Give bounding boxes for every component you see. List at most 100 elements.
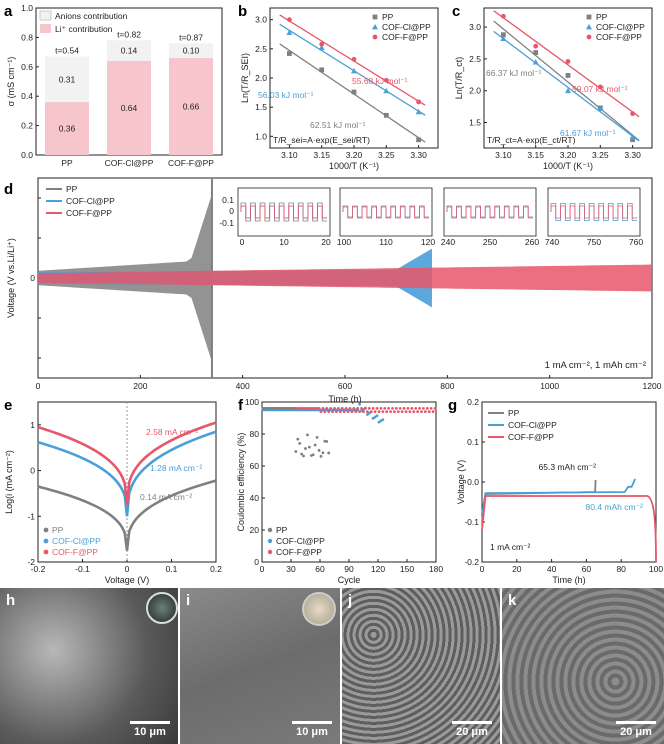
data-point-COF-F@PP (302, 407, 305, 410)
x-axis-label: Time (h) (552, 575, 585, 585)
inset-tick-label: 120 (421, 237, 435, 247)
legend-marker (43, 527, 49, 533)
data-point-PP (286, 51, 292, 56)
legend-label: PP (596, 12, 608, 22)
data-point-COF-F@PP (414, 407, 418, 410)
data-point-PP (321, 451, 325, 455)
data-point-PP (565, 73, 571, 78)
y-tick-label: 0.2 (467, 397, 479, 407)
y-tick-label: 80 (250, 429, 260, 439)
legend-label: PP (382, 12, 394, 22)
x-tick-label: 200 (133, 381, 147, 391)
data-point-PP (277, 407, 280, 410)
data-point-PP (500, 32, 506, 38)
activation-energy-label: 62.51 kJ mol⁻¹ (310, 120, 366, 130)
data-point-COF-F@PP (394, 407, 398, 410)
data-point-PP (294, 450, 298, 453)
inset-y-tick: 0 (229, 206, 234, 216)
data-point-COF-F@PP (319, 410, 323, 413)
data-point-COF-F@PP (296, 407, 300, 410)
legend-label: COF-F@PP (52, 547, 98, 557)
legend-label: PP (52, 525, 64, 535)
data-point-PP (278, 407, 282, 410)
y-tick-label: 100 (245, 397, 259, 407)
inset-voltage-trace (240, 205, 327, 219)
y-tick-label: 1.5 (469, 118, 481, 128)
x-tick-label: 3.25 (378, 150, 395, 160)
bar-value-li: 0.64 (121, 103, 138, 113)
y-tick-label: 0.1 (467, 437, 479, 447)
data-point-COF-F@PP (391, 407, 394, 410)
x-tick-label: 0 (125, 564, 130, 574)
x-axis-label: 1000/T (K⁻¹) (543, 161, 593, 171)
data-point-COF-F@PP (369, 410, 373, 413)
legend-label: PP (276, 525, 288, 535)
x-tick-label: 3.20 (560, 150, 577, 160)
data-point-COF-F@PP (286, 17, 292, 23)
data-point-PP (416, 137, 422, 143)
data-point-COF-Cl@PP (565, 87, 571, 94)
data-point-PP (533, 50, 539, 55)
bar-anion-contribution (169, 43, 213, 58)
bar-value-anion: 0.14 (121, 46, 138, 56)
exchange-current-label: 2.58 mA cm⁻² (146, 427, 198, 437)
x-tick-label: 3.15 (527, 150, 544, 160)
data-point-COF-F@PP (317, 407, 321, 410)
x-tick-label: 3.25 (592, 150, 609, 160)
legend-label: COF-Cl@PP (52, 536, 101, 546)
legend-label: COF-F@PP (596, 32, 642, 42)
legend-marker (43, 549, 49, 555)
transference-number: t=0.87 (179, 32, 203, 42)
data-point-PP (265, 407, 269, 410)
data-point-PP (327, 451, 331, 455)
transference-number: t=0.82 (117, 29, 141, 39)
data-point-PP (311, 453, 315, 457)
data-point-COF-F@PP (321, 407, 325, 410)
data-point-PP (275, 407, 278, 410)
equation-label: T/R_ct=A·exp(E_ct/RT) (487, 135, 576, 145)
x-tick-label: 400 (236, 381, 250, 391)
x-tick-label: 40 (547, 564, 557, 574)
y-tick-label: 0.8 (21, 32, 33, 42)
x-tick-label: 80 (616, 564, 626, 574)
data-point-PP (296, 437, 300, 441)
sem-letter: i (186, 592, 191, 609)
panel-letter-b: b (238, 3, 247, 20)
inset-tick-label: 100 (337, 237, 351, 247)
data-point-COF-F@PP (500, 13, 506, 19)
data-point-PP (288, 407, 292, 410)
y-tick-label: 20 (250, 525, 260, 535)
y-tick-label: 2.5 (469, 54, 481, 64)
data-point-COF-F@PP (387, 407, 391, 410)
data-point-PP (280, 407, 284, 410)
data-point-COF-F@PP (416, 99, 422, 105)
panel-a: 0.0 0.2 0.4 0.6 0.8 1.0 σ (mS cm⁻¹) 0.36 0.31 t=0… (6, 3, 223, 168)
fit-line-PP (493, 20, 640, 141)
data-point-COF-F@PP (331, 410, 334, 413)
y-axis-label: σ (mS cm⁻¹) (6, 57, 16, 107)
panel-letter-e: e (4, 397, 12, 414)
data-point-COF-F@PP (323, 410, 327, 413)
x-category-label: PP (61, 158, 73, 168)
bar-li-contribution (169, 57, 213, 156)
y-tick-label: -0.1 (464, 517, 479, 527)
data-point-PP (282, 407, 286, 410)
y-tick-label: -0.2 (464, 557, 479, 567)
data-point-COF-F@PP (375, 407, 379, 410)
data-point-COF-F@PP (393, 410, 396, 413)
data-point-COF-F@PP (304, 407, 307, 410)
legend-label: PP (66, 184, 78, 194)
inset-voltage-trace (550, 203, 637, 221)
inset-y-tick: 0.1 (222, 195, 234, 205)
data-point-COF-F@PP (364, 407, 367, 410)
data-point-COF-F@PP (420, 410, 423, 413)
data-point-COF-F@PP (315, 407, 319, 410)
x-tick-label: 100 (649, 564, 663, 574)
x-category-label: COF-Cl@PP (105, 158, 154, 168)
scale-label: 10 μm (296, 726, 328, 738)
sem-letter: j (348, 592, 353, 609)
scale-label: 20 μm (456, 726, 488, 738)
data-point-COF-F@PP (630, 111, 636, 117)
data-point-COF-F@PP (377, 410, 381, 413)
fit-line-COF-Cl@PP (493, 30, 640, 142)
